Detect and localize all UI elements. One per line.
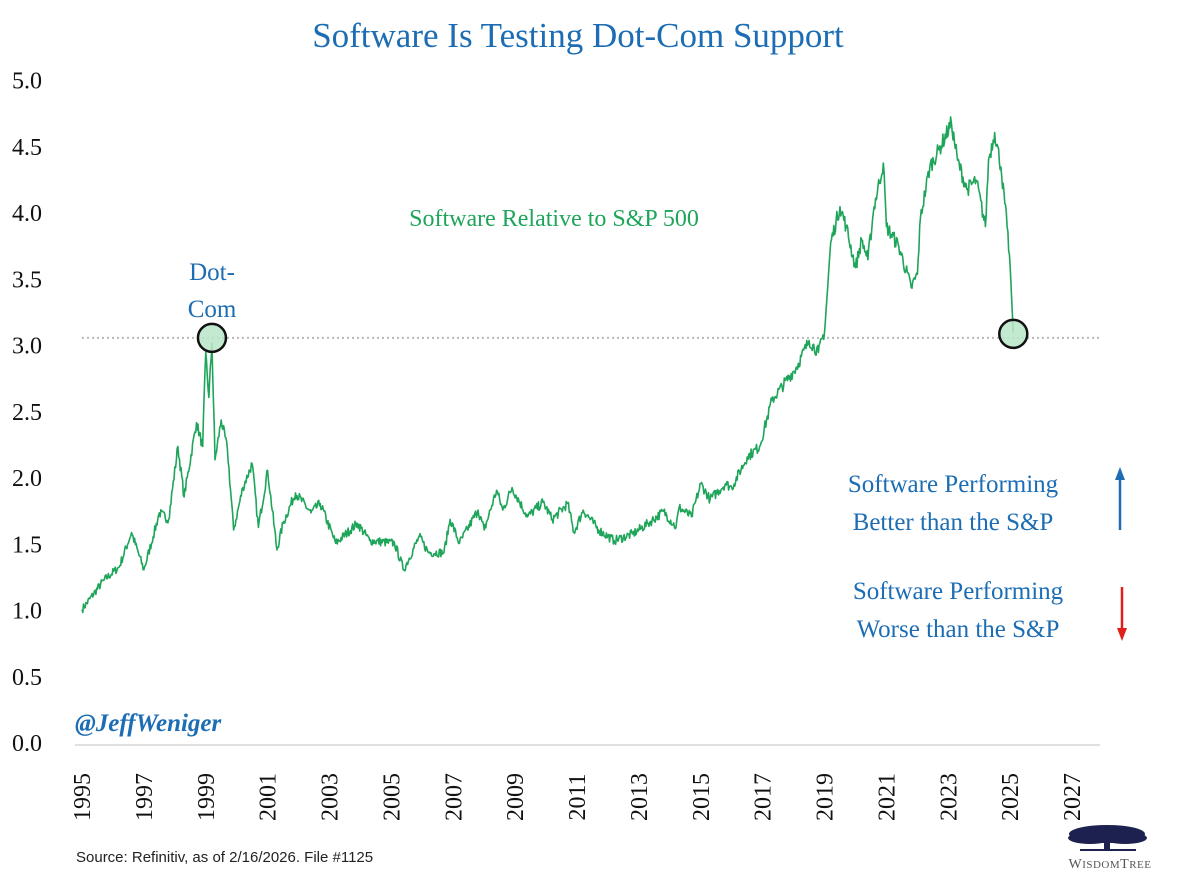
x-tick-label: 2019 xyxy=(813,773,839,821)
highlight-circle xyxy=(998,318,1029,350)
worse-label-line1: Software Performing xyxy=(853,578,1064,605)
x-tick-label: 2025 xyxy=(998,773,1024,821)
x-tick-label: 2009 xyxy=(503,773,529,821)
highlight-markers xyxy=(196,318,1029,354)
x-tick-label: 2023 xyxy=(936,773,962,821)
y-tick-label: 1.5 xyxy=(12,532,42,558)
better-label-line2: Better than the S&P xyxy=(853,509,1054,536)
series-line-software-relative xyxy=(81,116,1015,614)
y-tick-label: 4.5 xyxy=(12,135,42,161)
x-tick-label: 2015 xyxy=(689,773,715,821)
x-tick-label: 2011 xyxy=(565,773,591,820)
dotcom-label-line1: Dot- xyxy=(189,259,235,286)
wisdomtree-logo: WISDOMTREE xyxy=(1068,825,1151,872)
y-axis: 0.0 0.5 1.0 1.5 2.0 2.5 3.0 3.5 4.0 4.5 5.0 xyxy=(12,69,42,758)
y-tick-label: 2.5 xyxy=(12,400,42,426)
x-tick-label: 2013 xyxy=(627,773,653,821)
y-tick-label: 3.0 xyxy=(12,334,42,360)
dotcom-label-line2: Com xyxy=(188,296,237,323)
x-axis: 1995 1997 1999 2001 2003 2005 2007 2009 2011 2013… xyxy=(70,773,1086,821)
x-tick-label: 2007 xyxy=(441,773,467,821)
x-tick-label: 2003 xyxy=(318,773,344,821)
series-label: Software Relative to S&P 500 xyxy=(409,206,699,232)
chart-title: Software Is Testing Dot-Com Support xyxy=(312,16,844,55)
x-tick-label: 1995 xyxy=(70,773,96,821)
x-tick-label: 2017 xyxy=(751,773,777,821)
x-tick-label: 1999 xyxy=(194,773,220,821)
y-tick-label: 0.5 xyxy=(12,665,42,691)
y-tick-label: 2.0 xyxy=(12,466,42,492)
y-tick-label: 5.0 xyxy=(12,69,42,95)
x-tick-label: 2027 xyxy=(1060,773,1086,821)
y-tick-label: 0.0 xyxy=(12,731,42,757)
svg-text:WISDOMTREE: WISDOMTREE xyxy=(1068,857,1151,872)
x-tick-label: 2001 xyxy=(256,773,282,821)
y-tick-label: 1.0 xyxy=(12,599,42,625)
highlight-circle xyxy=(196,322,228,354)
arrow-up-icon xyxy=(1115,467,1125,530)
y-tick-label: 3.5 xyxy=(12,267,42,293)
better-label-line1: Software Performing xyxy=(848,471,1059,498)
x-tick-label: 2005 xyxy=(379,773,405,821)
source-note: Source: Refinitiv, as of 2/16/2026. File… xyxy=(76,849,373,866)
x-tick-label: 2021 xyxy=(874,773,900,821)
tree-icon xyxy=(1068,825,1147,851)
x-tick-label: 1997 xyxy=(132,773,158,821)
handle: @JeffWeniger xyxy=(75,710,222,737)
worse-label-line2: Worse than the S&P xyxy=(857,616,1060,643)
y-tick-label: 4.0 xyxy=(12,201,42,227)
arrow-down-icon xyxy=(1117,587,1127,641)
